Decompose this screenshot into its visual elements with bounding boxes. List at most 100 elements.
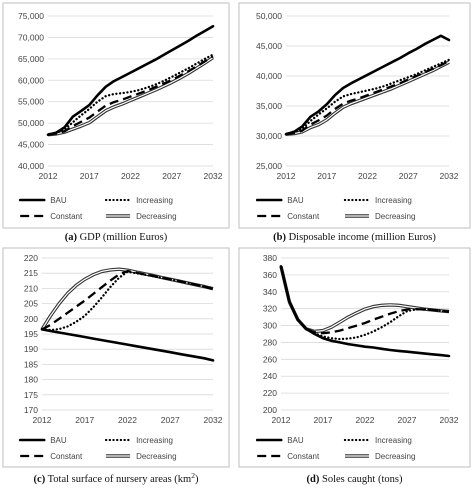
series-line-increasing	[284, 58, 451, 136]
x-tick-label: 2032	[440, 415, 459, 425]
legend-label-decreasing: Decreasing	[375, 212, 415, 221]
x-tick-label: 2027	[162, 171, 181, 181]
caption-text: Soles caught (tons)	[319, 474, 403, 485]
y-tick-label: 200	[24, 314, 38, 324]
series-line-decreasing-inner	[41, 268, 214, 330]
legend-label-bau: BAU	[50, 196, 67, 205]
y-tick-label: 35,000	[256, 101, 282, 111]
caption-text: Total surface of nursery areas (km	[45, 474, 191, 485]
y-tick-label: 280	[263, 337, 277, 347]
series-line-bau	[46, 25, 215, 136]
series-line-bau	[40, 328, 215, 362]
y-tick-label: 75,000	[18, 11, 44, 21]
legend-label-constant: Constant	[50, 452, 83, 461]
y-tick-label: 50,000	[18, 118, 44, 128]
caption-letter: (b)	[273, 232, 286, 243]
series-line-bau	[284, 34, 451, 136]
y-tick-label: 380	[263, 253, 277, 263]
series-line-decreasing-inner	[47, 57, 214, 136]
legend-label-decreasing: Decreasing	[375, 452, 415, 461]
panel-frame	[238, 2, 471, 229]
legend-label-constant: Constant	[287, 452, 320, 461]
legend-label-bau: BAU	[50, 436, 67, 445]
caption-letter: (a)	[65, 232, 78, 243]
y-tick-label: 65,000	[18, 54, 44, 64]
legend-label-decreasing: Decreasing	[136, 452, 176, 461]
series-line-constant	[41, 269, 214, 331]
y-tick-label: 175	[24, 390, 38, 400]
y-tick-label: 320	[263, 304, 277, 314]
y-tick-label: 195	[24, 329, 38, 339]
caption-letter: (c)	[34, 474, 46, 485]
panel-caption-d: (d) Soles caught (tons)	[307, 474, 403, 485]
caption-end: )	[195, 474, 199, 485]
y-tick-label: 215	[24, 268, 38, 278]
panel-frame	[2, 2, 230, 229]
x-tick-label: 2022	[358, 171, 377, 181]
y-tick-label: 300	[263, 321, 277, 331]
x-tick-label: 2017	[317, 171, 336, 181]
y-tick-label: 185	[24, 359, 38, 369]
legend-label-increasing: Increasing	[136, 436, 173, 445]
caption-text: GDP (million Euros)	[77, 232, 168, 243]
chart-panel-d: 200 220 240 260 280 300 320 340 360 380 2012 2017 20…	[238, 247, 471, 468]
legend-label-increasing: Increasing	[375, 196, 412, 205]
caption-superscript: 2	[191, 471, 195, 480]
x-tick-label: 2017	[314, 415, 333, 425]
chart-panel-c: 170 175 180 185 190 195 200 205 210 215 220 2012 201…	[2, 247, 230, 468]
legend-label-decreasing: Decreasing	[136, 212, 176, 221]
y-tick-label: 45,000	[18, 140, 44, 150]
y-tick-label: 25,000	[256, 161, 282, 171]
series-line-decreasing	[279, 266, 450, 334]
x-tick-label: 2032	[204, 415, 223, 425]
y-tick-label: 170	[24, 405, 38, 415]
series-line-increasing	[46, 53, 215, 136]
y-tick-label: 180	[24, 375, 38, 385]
series-line-decreasing-inner	[285, 61, 450, 135]
y-tick-label: 240	[263, 371, 277, 381]
x-tick-label: 2017	[80, 171, 99, 181]
panel-caption-b: (b) Disposable income (million Euros)	[273, 232, 436, 243]
y-tick-label: 260	[263, 354, 277, 364]
y-tick-label: 220	[263, 388, 277, 398]
legend-label-increasing: Increasing	[375, 436, 412, 445]
x-tick-label: 2027	[161, 415, 180, 425]
x-tick-label: 2012	[277, 171, 296, 181]
legend-label-increasing: Increasing	[136, 196, 173, 205]
y-tick-label: 70,000	[18, 32, 44, 42]
x-tick-label: 2032	[204, 171, 223, 181]
x-tick-label: 2022	[118, 415, 137, 425]
series-line-decreasing-inner	[280, 266, 450, 333]
chart-panel-b: 25,000 30,000 35,000 40,000 45,000 50,000 2012…	[238, 2, 471, 229]
chart-panel-a: 40,000 45,000 50,000 55,000 60,000 65,000 70,0…	[2, 2, 230, 229]
caption-letter: (d)	[307, 474, 320, 485]
y-tick-label: 60,000	[18, 75, 44, 85]
panel-caption-c: (c) Total surface of nursery areas (km2)	[34, 471, 199, 485]
series-line-bau	[279, 265, 451, 358]
y-tick-label: 340	[263, 287, 277, 297]
x-tick-label: 2022	[356, 415, 375, 425]
x-tick-label: 2012	[33, 415, 52, 425]
x-tick-label: 2017	[75, 415, 94, 425]
series-line-constant	[47, 55, 214, 136]
x-tick-label: 2022	[121, 171, 140, 181]
x-tick-label: 2032	[440, 171, 459, 181]
y-tick-label: 45,000	[256, 41, 282, 51]
legend-label-bau: BAU	[287, 196, 304, 205]
x-tick-label: 2012	[39, 171, 58, 181]
panel-caption-a: (a) GDP (million Euros)	[65, 232, 168, 243]
legend-label-constant: Constant	[50, 212, 83, 221]
legend-label-constant: Constant	[287, 212, 320, 221]
y-tick-label: 205	[24, 299, 38, 309]
series-line-decreasing	[40, 267, 214, 331]
y-tick-label: 40,000	[18, 161, 44, 171]
y-tick-label: 50,000	[256, 11, 282, 21]
legend-label-bau: BAU	[287, 436, 304, 445]
y-tick-label: 210	[24, 283, 38, 293]
series-line-constant	[279, 266, 450, 335]
x-tick-label: 2012	[272, 415, 291, 425]
y-tick-label: 220	[24, 253, 38, 263]
panel-frame	[2, 247, 230, 468]
y-tick-label: 55,000	[18, 97, 44, 107]
